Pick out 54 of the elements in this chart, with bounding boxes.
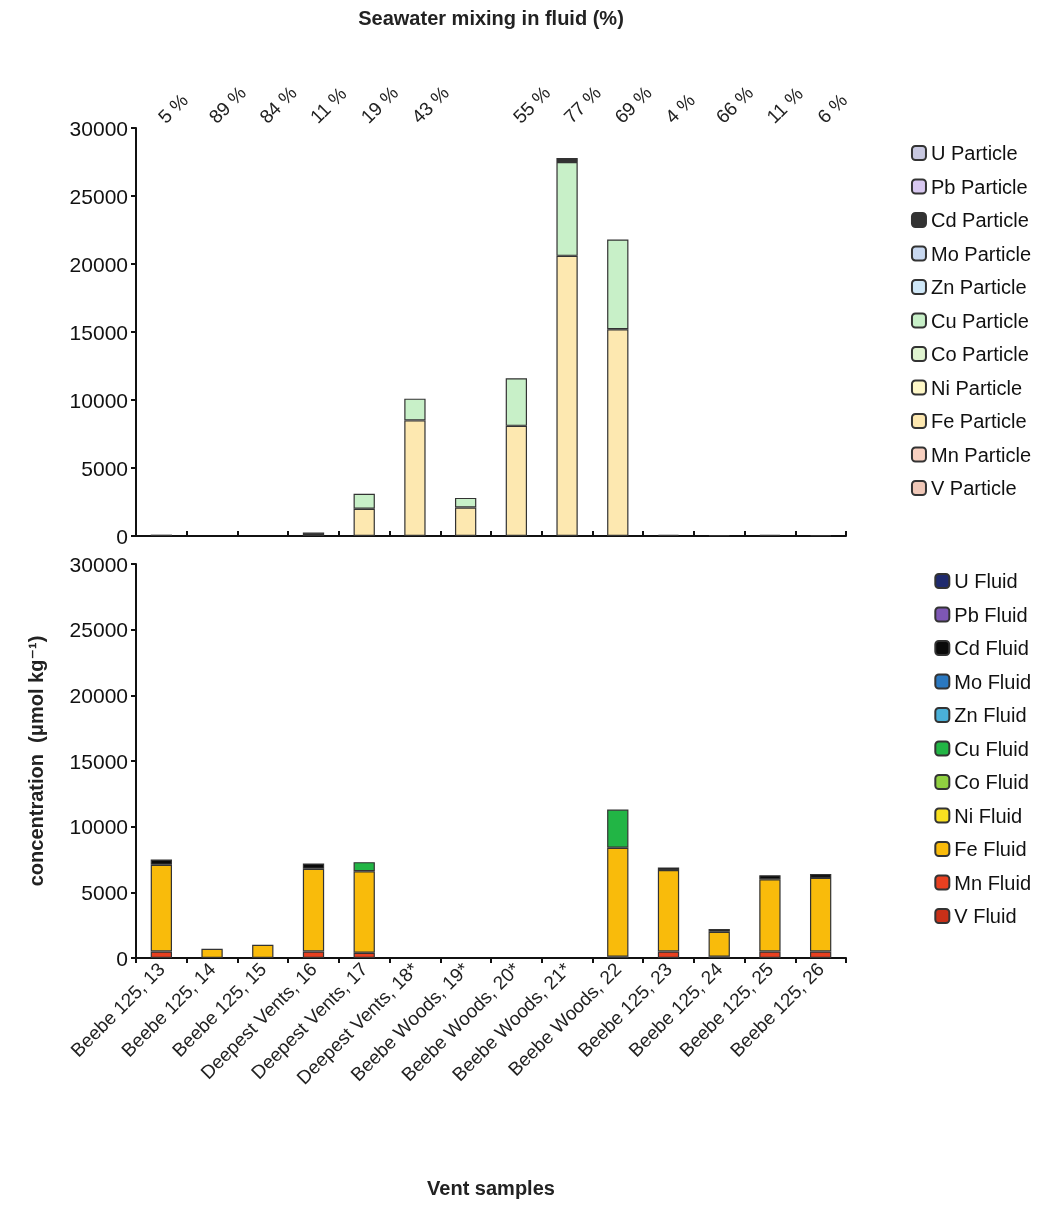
x-tick-label: 19 % [356,81,403,128]
y-tick-label: 5000 [81,880,128,904]
y-tick-label: 25000 [69,184,128,208]
legend-label: Cd Fluid [954,637,1029,659]
x-tick-label: 4 % [661,89,700,128]
legend-label: Mo Fluid [954,670,1032,693]
x-tick-label: 5 % [153,89,192,128]
x-tick-label: 66 % [711,81,758,128]
legend-label: Pb Particle [930,175,1028,198]
legend-label: Co Particle [930,343,1029,365]
legend-label: Mn Particle [930,443,1031,466]
bar [252,944,274,958]
legend-label: Co Fluid [954,771,1029,793]
y-tick-label: 15000 [69,320,128,344]
x-tick-label: 69 % [610,81,656,128]
legend-label: V Particle [930,477,1017,499]
x-tick-label: 11 % [306,82,351,128]
y-tick-label: 10000 [69,388,128,412]
legend-label: Ni Fluid [954,804,1023,827]
x-axis-title: Seawater mixing in fluid (%) [358,7,624,29]
legend-label: Mo Particle [930,242,1031,265]
legend-label: U Particle [930,142,1018,164]
x-tick-label: 89 % [204,81,251,128]
y-tick-label: 5000 [81,456,128,480]
legend-label: Cu Fluid [954,737,1029,760]
x-axis-title: Vent samples [427,1177,555,1199]
legend-label: Ni Particle [930,376,1023,399]
y-tick-label: 20000 [69,252,128,276]
legend-label: Cu Particle [930,309,1029,332]
legend-label: V Fluid [954,905,1017,927]
legend-label: Pb Fluid [954,603,1028,626]
x-tick-label: 43 % [407,81,454,128]
y-tick-label: 30000 [69,116,128,140]
x-tick-label: 6 % [813,89,852,128]
legend-label: Fe Particle [930,410,1027,432]
x-tick-label: 84 % [255,81,301,128]
bar [201,948,223,958]
legend-label: U Fluid [954,570,1018,592]
y-tick-label: 0 [116,524,128,548]
y-axis-title: concentration (μmol kg⁻¹) [25,635,47,887]
legend-label: Fe Fluid [954,838,1027,860]
y-tick-label: 0 [116,946,128,970]
y-tick-label: 20000 [69,683,128,707]
y-tick-label: 15000 [69,749,128,773]
x-tick-label: 55 % [508,81,555,128]
legend-label: Zn Fluid [954,704,1027,726]
bar [708,931,730,957]
legend-label: Zn Particle [930,276,1027,298]
y-tick-label: 25000 [69,618,128,642]
x-tick-label: 11 % [762,82,808,128]
x-tick-label: 77 % [559,81,606,128]
y-tick-label: 10000 [69,815,128,839]
legend-label: Mn Fluid [954,871,1032,894]
legend-label: Cd Particle [930,209,1029,231]
